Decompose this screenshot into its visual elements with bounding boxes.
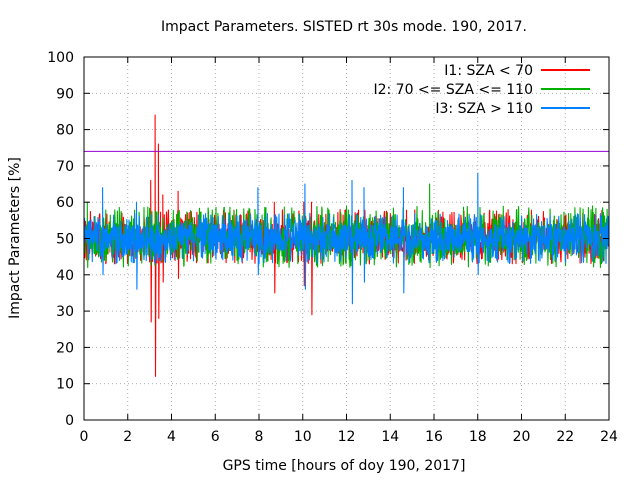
- y-tick-label: 50: [56, 232, 74, 248]
- x-tick-label: 6: [211, 429, 220, 445]
- x-tick-label: 18: [469, 429, 487, 445]
- x-axis-label: GPS time [hours of doy 190, 2017]: [223, 458, 466, 474]
- x-tick-label: 14: [381, 429, 399, 445]
- y-tick-label: 100: [47, 50, 74, 66]
- y-tick-label: 90: [56, 86, 74, 102]
- x-tick-label: 12: [338, 429, 356, 445]
- x-tick-label: 8: [255, 429, 264, 445]
- y-tick-label: 30: [56, 304, 74, 320]
- x-tick-label: 2: [123, 429, 132, 445]
- x-tick-label: 0: [80, 429, 89, 445]
- x-tick-label: 24: [600, 429, 618, 445]
- y-tick-label: 80: [56, 123, 74, 139]
- x-tick-label: 4: [167, 429, 176, 445]
- y-tick-label: 40: [56, 268, 74, 284]
- legend-label: I1: SZA < 70: [444, 63, 533, 79]
- y-tick-label: 10: [56, 377, 74, 393]
- y-tick-label: 60: [56, 195, 74, 211]
- y-tick-label: 0: [65, 413, 74, 429]
- chart-title: Impact Parameters. SISTED rt 30s mode. 1…: [161, 19, 527, 35]
- legend-label: I2: 70 <= SZA <= 110: [373, 82, 533, 98]
- legend-label: I3: SZA > 110: [435, 101, 533, 117]
- series-layer: [84, 114, 609, 377]
- grid-lines: [84, 57, 609, 420]
- x-tick-label: 22: [556, 429, 574, 445]
- series-line-3: [84, 172, 609, 305]
- x-tick-label: 20: [513, 429, 531, 445]
- legend: I1: SZA < 70 I2: 70 <= SZA <= 110 I3: SZA …: [373, 63, 590, 117]
- y-tick-label: 70: [56, 159, 74, 175]
- x-tick-label: 10: [294, 429, 312, 445]
- y-axis-label: Impact Parameters [%]: [7, 157, 23, 319]
- x-tick-label: 16: [425, 429, 443, 445]
- y-tick-label: 20: [56, 340, 74, 356]
